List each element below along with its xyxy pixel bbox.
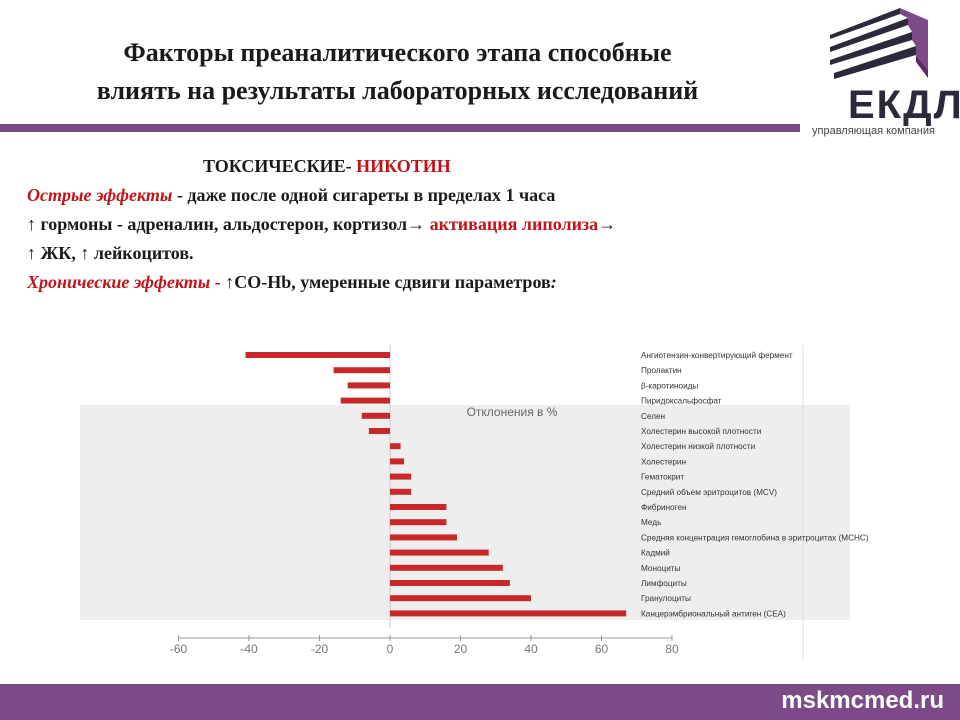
x-tick-label-4: 20 — [454, 642, 468, 656]
bar-17 — [390, 610, 627, 617]
bar-6 — [390, 443, 401, 450]
category-label-12: Средняя концентрация гемоглобина в эритр… — [641, 533, 869, 542]
category-label-9: Средний объем эритроцитов (MCV) — [641, 488, 777, 497]
x-tick-label-0: -60 — [170, 642, 188, 656]
x-tick-label-7: 80 — [665, 642, 679, 656]
chart-title: Отклонения в % — [467, 405, 558, 419]
chronic-text: ↑CO-Hb, умеренные сдвиги параметров — [225, 272, 551, 292]
category-label-17: Канцерэмбриональный антиген (CEA) — [641, 609, 786, 618]
acute-label: Острые эффекты — [27, 185, 173, 205]
chart-panel — [80, 405, 850, 620]
x-tick-label-5: 40 — [524, 642, 538, 656]
category-label-7: Холестерин — [641, 457, 686, 466]
category-label-0: Ангиотензин-конвертирующий фермент — [641, 351, 793, 360]
ekdl-logo: ЕКДЛ — [830, 8, 960, 127]
bar-9 — [390, 488, 412, 495]
acute-effects-line: Острые эффекты - даже после одной сигаре… — [27, 181, 827, 210]
bar-7 — [390, 458, 405, 465]
lipolysis-arrow: → — [598, 214, 617, 234]
bar-13 — [390, 549, 489, 556]
bar-12 — [390, 534, 457, 541]
category-label-1: Пролактин — [641, 366, 682, 375]
category-label-2: β-каротиноиды — [641, 381, 698, 390]
bar-8 — [390, 473, 412, 480]
category-label-6: Холестерин низкой плотности — [641, 442, 755, 451]
hormones-line: ↑ гормоны - адреналин, альдостерон, корт… — [27, 210, 827, 239]
hormones-text: ↑ гормоны - адреналин, альдостерон, корт… — [27, 214, 430, 234]
title-line-2: влиять на результаты лабораторных исслед… — [96, 76, 699, 105]
footer-bar: mskmcmed.ru — [0, 684, 960, 720]
category-label-15: Лимфоциты — [641, 579, 687, 588]
slide-title: Факторы преаналитического этапа способны… — [10, 34, 785, 110]
bar-0 — [245, 352, 390, 358]
category-label-10: Фибриноген — [641, 503, 687, 512]
logo-letters: ЕКДЛ — [848, 83, 960, 127]
chronic-dash: - — [210, 272, 226, 292]
deviation-chart: Отклонения в % Ангиотензин-конвертирующи… — [80, 345, 869, 660]
title-line-1: Факторы преаналитического этапа способны… — [123, 38, 672, 67]
category-label-8: Гематокрит — [641, 473, 684, 482]
category-label-4: Селен — [641, 412, 665, 421]
category-label-16: Гранулоциты — [641, 594, 691, 603]
heading-nicotine: НИКОТИН — [356, 156, 451, 176]
chronic-label: Хронические эффекты — [27, 272, 211, 292]
footer-site: mskmcmed.ru — [781, 687, 944, 714]
bar-3 — [340, 397, 390, 404]
category-label-11: Медь — [641, 518, 661, 527]
category-label-14: Моноциты — [641, 564, 681, 573]
fatty-acids-line: ↑ ЖК, ↑ лейкоцитов. — [27, 243, 194, 263]
category-label-5: Холестерин высокой плотности — [641, 427, 761, 436]
x-tick-label-1: -40 — [240, 642, 258, 656]
category-label-3: Пиридоксальфосфат — [641, 397, 722, 406]
bar-16 — [390, 595, 531, 602]
heading-prefix: ТОКСИЧЕСКИЕ- — [203, 156, 352, 176]
chronic-colon: : — [550, 272, 557, 292]
lipolysis-text: активация липолиза — [429, 214, 599, 234]
text-block: ТОКСИЧЕСКИЕ- НИКОТИН Острые эффекты - да… — [27, 152, 827, 297]
bar-4 — [361, 412, 390, 419]
title-underline — [0, 124, 800, 132]
bar-5 — [368, 428, 390, 434]
bar-1 — [333, 367, 390, 374]
x-tick-label-3: 0 — [387, 642, 394, 656]
bar-2 — [347, 382, 390, 389]
category-label-13: Кадмий — [641, 549, 670, 558]
acute-text: - даже после одной сигареты в пределах 1… — [172, 185, 556, 205]
bar-11 — [390, 519, 447, 526]
chronic-effects-line: Хронические эффекты - ↑CO-Hb, умеренные … — [27, 268, 827, 297]
logo-caption: управляющая компания — [812, 125, 935, 137]
bar-10 — [390, 504, 447, 510]
bar-14 — [390, 564, 503, 571]
bar-15 — [390, 580, 510, 586]
toxic-heading: ТОКСИЧЕСКИЕ- НИКОТИН — [27, 152, 827, 181]
x-tick-label-6: 60 — [595, 642, 609, 656]
x-tick-label-2: -20 — [311, 642, 329, 656]
